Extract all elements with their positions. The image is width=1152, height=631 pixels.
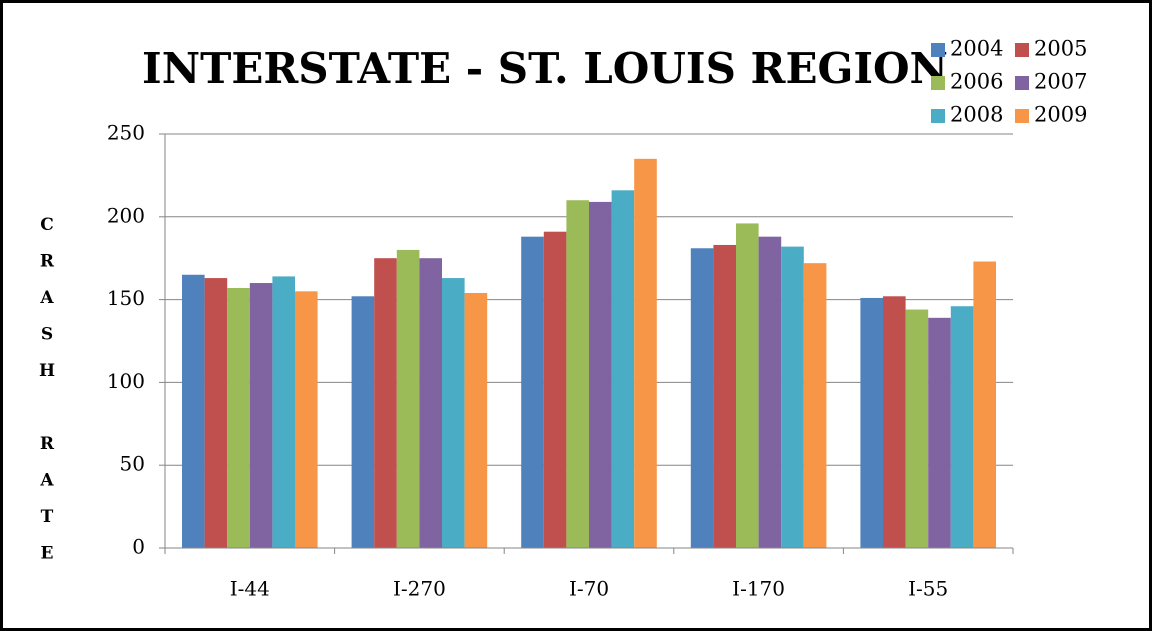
bar <box>419 258 442 548</box>
bar <box>634 158 657 548</box>
y-tick-label: 200 <box>107 203 145 227</box>
bar <box>374 258 397 548</box>
bar <box>803 263 827 548</box>
bar <box>690 248 714 548</box>
x-tick-label: I-44 <box>230 577 270 601</box>
bar <box>464 292 488 548</box>
x-tick-label: I-70 <box>569 577 609 601</box>
y-axis-label: CRASH RATE <box>37 215 57 580</box>
legend-swatch <box>931 76 945 90</box>
legend-swatch <box>931 109 945 123</box>
y-tick-label: 0 <box>132 535 145 559</box>
bar <box>928 317 951 548</box>
bar <box>396 249 420 549</box>
bar <box>611 190 635 548</box>
legend-swatch <box>1015 76 1029 90</box>
bar <box>566 200 589 549</box>
chart-title: INTERSTATE - ST. LOUIS REGION <box>142 44 948 93</box>
legend-label: 2007 <box>1034 70 1087 94</box>
bar <box>781 246 804 548</box>
bar <box>973 261 996 548</box>
bar <box>204 278 228 548</box>
legend-swatch <box>1015 43 1029 57</box>
bar <box>442 278 465 548</box>
legend-swatch <box>1015 109 1029 123</box>
bar <box>905 309 929 548</box>
y-tick-label: 100 <box>107 369 145 393</box>
y-tick-label: 50 <box>120 452 145 476</box>
bar <box>272 276 295 548</box>
bar <box>543 231 567 549</box>
bar <box>736 223 759 548</box>
legend-swatch <box>931 43 945 57</box>
bar <box>860 297 883 548</box>
bar <box>713 244 736 548</box>
bar <box>182 274 205 548</box>
y-tick-label: 150 <box>107 286 145 310</box>
x-tick-label: I-55 <box>908 577 948 601</box>
y-tick-label: 250 <box>107 121 145 145</box>
bar <box>758 236 782 548</box>
legend-label: 2004 <box>950 37 1003 61</box>
bar <box>295 291 318 548</box>
legend-label: 2006 <box>950 70 1003 94</box>
legend-label: 2008 <box>950 103 1003 127</box>
bar <box>521 236 544 548</box>
x-tick-label: I-170 <box>732 577 785 601</box>
bar <box>351 296 375 548</box>
x-tick-label: I-270 <box>393 577 446 601</box>
legend-label: 2005 <box>1034 37 1087 61</box>
legend-label: 2009 <box>1034 103 1087 127</box>
bar <box>950 306 974 548</box>
bar <box>883 296 906 548</box>
bar <box>249 283 273 548</box>
bar <box>227 288 250 548</box>
bar <box>589 201 612 548</box>
